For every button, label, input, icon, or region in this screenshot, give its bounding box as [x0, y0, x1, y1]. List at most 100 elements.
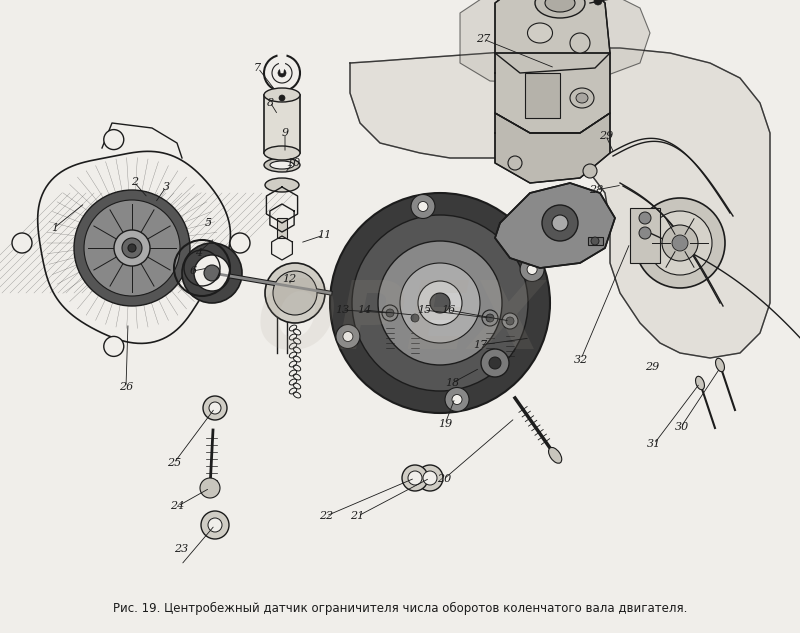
Circle shape [520, 258, 544, 282]
Polygon shape [495, 0, 610, 73]
Ellipse shape [715, 358, 725, 372]
Circle shape [330, 193, 550, 413]
Circle shape [486, 314, 494, 322]
Circle shape [194, 255, 230, 291]
Ellipse shape [576, 93, 588, 103]
Text: 6: 6 [190, 266, 196, 276]
Text: 8: 8 [267, 97, 274, 108]
Text: 9: 9 [282, 128, 289, 138]
Circle shape [209, 402, 221, 414]
Text: Рис. 19. Центробежный датчик ограничителя числа оборотов коленчатого вала двигат: Рис. 19. Центробежный датчик ограничител… [113, 602, 687, 615]
Circle shape [502, 313, 518, 329]
Circle shape [542, 205, 578, 241]
Circle shape [506, 317, 514, 325]
Polygon shape [495, 113, 610, 183]
Circle shape [402, 465, 428, 491]
Circle shape [662, 225, 698, 261]
Circle shape [104, 130, 124, 149]
Circle shape [411, 194, 435, 218]
Text: 28: 28 [589, 185, 603, 195]
Circle shape [482, 310, 498, 326]
Text: 11: 11 [317, 230, 331, 241]
Polygon shape [495, 53, 610, 133]
Circle shape [203, 396, 227, 420]
Circle shape [378, 241, 502, 365]
Circle shape [128, 244, 136, 252]
Text: 12: 12 [282, 273, 297, 284]
Circle shape [279, 95, 285, 101]
Circle shape [527, 265, 537, 275]
Text: 32: 32 [574, 354, 588, 365]
Text: 30: 30 [674, 422, 689, 432]
Bar [525, 73, 560, 118]
Ellipse shape [270, 161, 294, 169]
Text: 21: 21 [350, 511, 365, 521]
Circle shape [400, 263, 480, 343]
Circle shape [635, 198, 725, 288]
Ellipse shape [570, 33, 590, 53]
Text: 16: 16 [441, 305, 455, 315]
Circle shape [594, 0, 602, 5]
Text: 18: 18 [445, 378, 459, 388]
Bar [264, 95, 300, 153]
Circle shape [418, 201, 428, 211]
Circle shape [418, 281, 462, 325]
Ellipse shape [570, 88, 594, 108]
Circle shape [208, 518, 222, 532]
Text: 3: 3 [163, 182, 170, 192]
Text: 19: 19 [438, 419, 453, 429]
Circle shape [201, 511, 229, 539]
Polygon shape [495, 183, 615, 268]
Circle shape [84, 200, 180, 296]
Circle shape [639, 212, 651, 224]
Circle shape [481, 349, 509, 377]
Circle shape [552, 215, 568, 231]
Text: 29: 29 [645, 362, 659, 372]
Circle shape [382, 305, 398, 321]
Circle shape [114, 230, 150, 266]
Circle shape [672, 235, 688, 251]
Circle shape [278, 69, 286, 77]
Text: 13: 13 [335, 305, 350, 315]
Ellipse shape [695, 376, 705, 390]
Ellipse shape [264, 88, 300, 102]
Text: 22: 22 [319, 511, 334, 521]
Circle shape [430, 293, 450, 313]
Ellipse shape [535, 0, 585, 18]
Text: 4: 4 [195, 248, 202, 258]
Wedge shape [279, 55, 285, 73]
Ellipse shape [527, 23, 553, 43]
Circle shape [489, 357, 501, 369]
Text: 27: 27 [476, 34, 490, 44]
Text: 1: 1 [51, 223, 58, 233]
Circle shape [122, 238, 142, 258]
Text: 20: 20 [437, 474, 451, 484]
Circle shape [343, 332, 353, 342]
Ellipse shape [545, 0, 575, 12]
Ellipse shape [549, 448, 562, 463]
Circle shape [182, 243, 242, 303]
Bar [277, 218, 287, 238]
Circle shape [417, 465, 443, 491]
Circle shape [230, 233, 250, 253]
Circle shape [12, 233, 32, 253]
Text: 2: 2 [131, 177, 138, 187]
Polygon shape [350, 48, 770, 358]
Circle shape [452, 394, 462, 404]
Ellipse shape [265, 178, 299, 192]
Circle shape [508, 156, 522, 170]
Circle shape [74, 190, 190, 306]
Circle shape [423, 471, 437, 485]
Circle shape [352, 215, 528, 391]
Circle shape [200, 478, 220, 498]
Text: 5: 5 [205, 218, 211, 229]
Text: 7: 7 [254, 63, 261, 73]
Circle shape [336, 325, 360, 349]
Circle shape [408, 471, 422, 485]
Text: OPEX: OPEX [257, 277, 543, 369]
Ellipse shape [264, 146, 300, 160]
Polygon shape [460, 0, 650, 83]
Bar [588, 237, 603, 245]
Text: 10: 10 [286, 158, 301, 168]
Text: 29: 29 [599, 131, 614, 141]
